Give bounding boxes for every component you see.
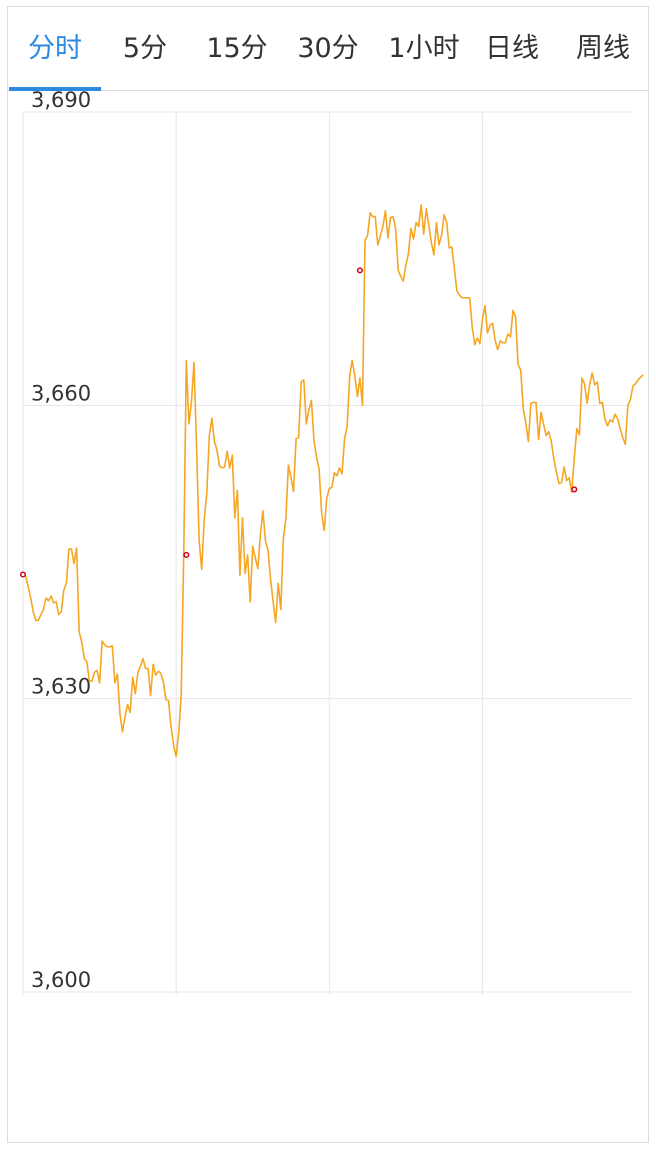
tab-1hour[interactable]: 1小时 — [388, 33, 460, 64]
y-tick-label: 3,690 — [31, 88, 91, 112]
tab-5min[interactable]: 5分 — [122, 33, 168, 64]
price-marker-point — [183, 551, 190, 558]
y-tick-label: 3,660 — [31, 381, 91, 405]
price-series-line — [22, 204, 644, 758]
price-marker-point — [356, 267, 363, 274]
tab-daily[interactable]: 日线 — [485, 33, 539, 64]
price-marker-point — [19, 571, 27, 578]
active-tab-indicator — [9, 87, 101, 91]
y-tick-label: 3,630 — [31, 675, 91, 699]
period-tab-bar: 分时 5分 15分 30分 1小时 日线 周线 — [8, 7, 648, 91]
chart-card: 分时 5分 15分 30分 1小时 日线 周线 — [7, 6, 649, 1143]
tab-intraday[interactable]: 分时 — [28, 33, 82, 64]
price-marker-point — [571, 486, 578, 493]
tab-weekly[interactable]: 周线 — [576, 33, 630, 64]
tab-30min[interactable]: 30分 — [297, 33, 359, 64]
tab-15min[interactable]: 15分 — [206, 33, 268, 64]
y-tick-label: 3,600 — [31, 968, 91, 992]
